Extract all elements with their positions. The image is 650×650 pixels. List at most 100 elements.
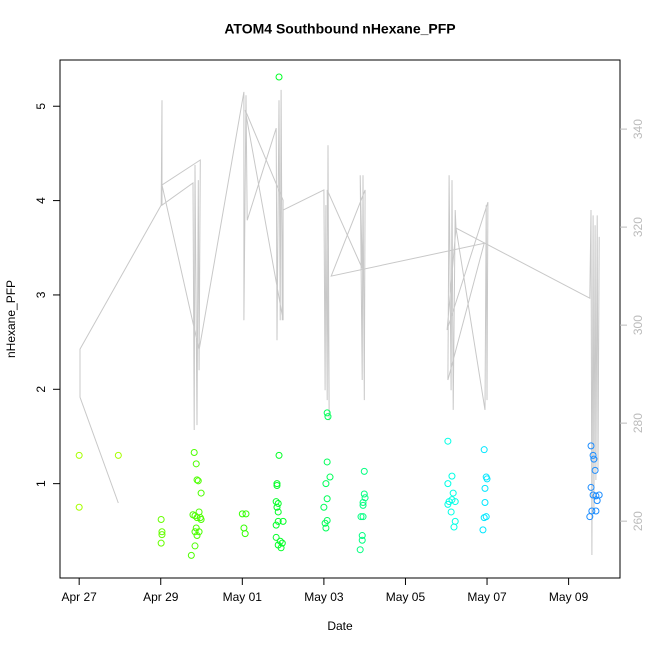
data-point xyxy=(591,466,599,474)
data-point xyxy=(592,507,600,515)
data-point xyxy=(359,499,367,507)
data-point xyxy=(272,521,280,529)
data-point xyxy=(586,513,594,521)
data-point xyxy=(240,524,248,532)
y-tick-label: 5 xyxy=(34,103,48,110)
data-point xyxy=(193,532,201,540)
data-point xyxy=(274,517,282,525)
data-point xyxy=(593,497,601,505)
y-tick-label: 4 xyxy=(34,197,48,204)
y-tick-label: 3 xyxy=(34,291,48,298)
data-point xyxy=(157,516,165,524)
data-point xyxy=(451,498,459,506)
data-point xyxy=(447,508,455,516)
x-tick-label: May 01 xyxy=(223,590,263,604)
y2-tick-label: 300 xyxy=(631,315,645,335)
data-point xyxy=(322,524,330,532)
y-axis-label: nHexane_PFP xyxy=(4,280,18,358)
data-point xyxy=(444,480,452,488)
y-tick-label: 1 xyxy=(34,480,48,487)
data-point xyxy=(590,455,598,463)
data-point xyxy=(192,460,200,468)
data-point xyxy=(273,503,281,511)
data-point xyxy=(75,451,83,459)
data-point xyxy=(587,442,595,450)
data-point xyxy=(449,489,457,497)
data-point xyxy=(187,551,195,559)
data-point xyxy=(323,458,331,466)
data-point xyxy=(480,446,488,454)
data-point xyxy=(274,541,282,549)
data-point xyxy=(444,437,452,445)
data-point xyxy=(158,531,166,539)
y2-tick-label: 260 xyxy=(631,511,645,531)
data-point xyxy=(480,514,488,522)
data-point xyxy=(241,530,249,538)
y2-tick-label: 320 xyxy=(631,217,645,237)
data-point xyxy=(191,542,199,550)
data-point xyxy=(275,73,283,81)
data-point xyxy=(448,472,456,480)
data-point xyxy=(279,517,287,525)
x-tick-label: May 07 xyxy=(467,590,507,604)
x-tick-label: May 09 xyxy=(549,590,589,604)
data-point xyxy=(359,501,367,509)
data-point xyxy=(276,537,284,545)
data-point xyxy=(481,484,489,492)
data-point xyxy=(194,477,202,485)
data-point xyxy=(479,526,487,534)
data-point xyxy=(238,510,246,518)
data-point xyxy=(320,503,328,511)
data-point xyxy=(274,508,282,516)
data-point xyxy=(273,482,281,490)
data-point xyxy=(242,510,250,518)
data-point xyxy=(360,490,368,498)
data-point xyxy=(75,503,83,511)
data-point xyxy=(450,523,458,531)
data-point xyxy=(481,499,489,507)
x-axis-label: Date xyxy=(327,619,353,633)
data-point xyxy=(326,473,334,481)
data-point xyxy=(197,489,205,497)
data-point xyxy=(195,528,203,536)
data-point xyxy=(278,539,286,547)
data-point xyxy=(275,451,283,459)
x-tick-label: May 05 xyxy=(386,590,426,604)
x-tick-label: Apr 29 xyxy=(143,590,179,604)
data-point xyxy=(322,480,330,488)
data-point xyxy=(587,483,595,491)
data-point xyxy=(193,476,201,484)
x-tick-label: Apr 27 xyxy=(61,590,97,604)
data-point xyxy=(321,519,329,527)
data-point xyxy=(190,449,198,457)
data-point xyxy=(360,467,368,475)
data-point xyxy=(323,409,331,417)
data-point xyxy=(158,528,166,536)
data-point xyxy=(451,517,459,525)
data-point xyxy=(323,495,331,503)
chart-title: ATOM4 Southbound nHexane_PFP xyxy=(224,21,455,37)
data-point xyxy=(273,480,281,488)
data-point xyxy=(359,513,367,521)
data-point xyxy=(114,451,122,459)
data-point xyxy=(483,475,491,483)
x-tick-label: May 03 xyxy=(304,590,344,604)
y2-tick-label: 340 xyxy=(631,119,645,139)
y2-tick-label: 280 xyxy=(631,413,645,433)
data-point xyxy=(589,451,597,459)
data-point xyxy=(197,516,205,524)
data-point xyxy=(274,499,282,507)
y-tick-label: 2 xyxy=(34,386,48,393)
data-point xyxy=(592,492,600,500)
data-point xyxy=(356,546,364,554)
data-point xyxy=(191,528,199,536)
plot-frame xyxy=(59,59,621,579)
y2-line xyxy=(79,89,600,556)
data-point xyxy=(272,533,280,541)
data-point xyxy=(324,413,332,421)
data-point xyxy=(157,539,165,547)
data-point xyxy=(358,532,366,540)
data-point xyxy=(444,500,452,508)
data-point xyxy=(358,536,366,544)
